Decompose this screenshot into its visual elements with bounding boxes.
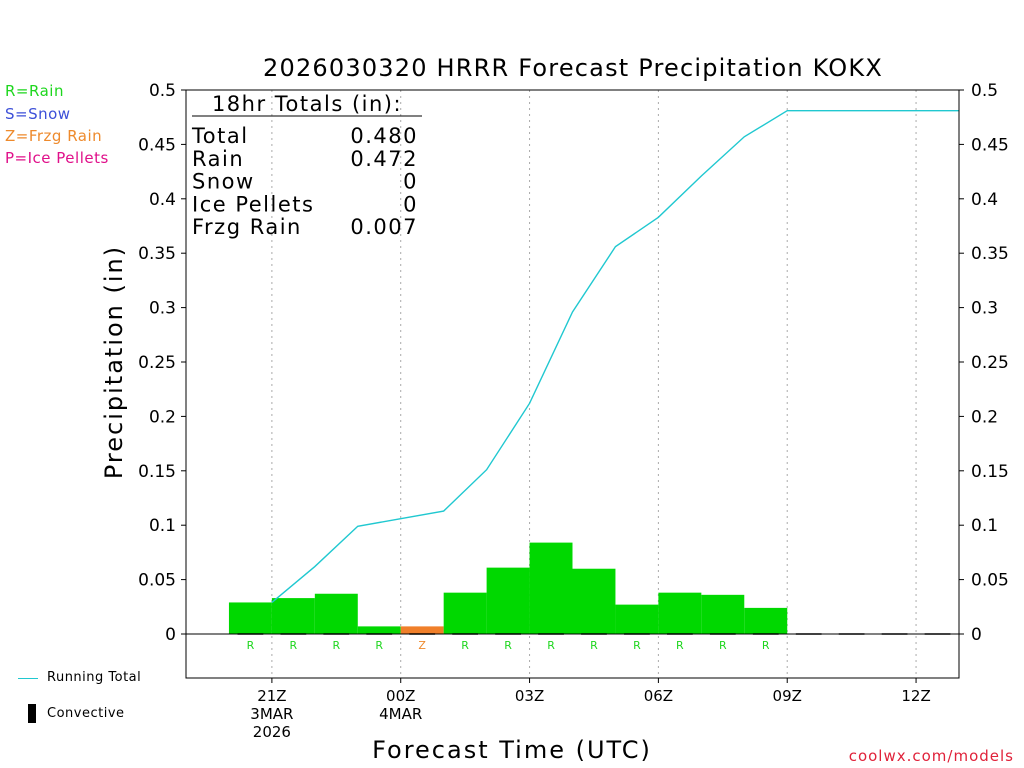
y-tick-label-right: 0.1 — [971, 516, 998, 536]
legend-key-rain: R=Rain — [5, 82, 64, 100]
x-axis-label: Forecast Time (UTC) — [372, 736, 652, 764]
precip-bar-7 — [486, 567, 530, 634]
y-tick-label-right: 0.45 — [971, 135, 1009, 155]
precip-type-letter: R — [375, 639, 383, 652]
convective-label: Convective — [47, 706, 125, 721]
precip-bar-2 — [271, 598, 315, 634]
precip-bar-13 — [744, 607, 788, 634]
y-tick-label-left: 0.2 — [149, 407, 176, 427]
y-tick-label-left: 0.35 — [138, 244, 176, 264]
y-tick-label-left: 0.15 — [138, 462, 176, 482]
x-tick-label: 00Z 4MAR — [379, 687, 422, 723]
precip-bar-4 — [357, 626, 401, 634]
y-tick-label-right: 0.3 — [971, 299, 998, 319]
y-tick-label-left: 0.5 — [149, 81, 176, 101]
precip-type-letter: R — [247, 639, 255, 652]
y-tick-label-left: 0.45 — [138, 135, 176, 155]
chart-title: 2026030320 HRRR Forecast Precipitation K… — [263, 54, 883, 82]
totals-row-value: 0 — [403, 170, 418, 194]
totals-row-label: Total — [191, 124, 249, 148]
y-tick-label-left: 0.25 — [138, 353, 176, 373]
precip-bar-8 — [529, 542, 573, 634]
precip-type-letter: R — [719, 639, 727, 652]
legend-key-frzg-rain: Z=Frzg Rain — [5, 127, 103, 145]
y-tick-label-left: 0.1 — [149, 516, 176, 536]
totals-row-label: Snow — [192, 170, 255, 194]
totals-row-value: 0.007 — [350, 215, 418, 239]
precip-bar-12 — [701, 594, 745, 634]
y-tick-label-right: 0.2 — [971, 407, 998, 427]
y-tick-label-right: 0.4 — [971, 190, 998, 210]
running-total-swatch — [18, 678, 38, 679]
precip-type-letter: R — [332, 639, 340, 652]
precip-type-letter: R — [676, 639, 684, 652]
precip-bar-3 — [314, 593, 358, 634]
running-total-line — [271, 109, 959, 603]
totals-row-label: Frzg Rain — [192, 215, 302, 239]
precip-type-letter: R — [290, 639, 298, 652]
y-axis-label: Precipitation (in) — [100, 245, 128, 479]
precip-type-letter: R — [547, 639, 555, 652]
credit-text[interactable]: coolwx.com/models — [848, 747, 1014, 765]
precip-bar-11 — [658, 592, 702, 634]
precip-bar-1 — [228, 602, 272, 634]
totals-row-label: Rain — [192, 147, 244, 171]
x-tick-label: 12Z — [901, 687, 930, 705]
legend-key-ice-pellets: P=Ice Pellets — [5, 149, 109, 167]
precip-type-letter: R — [590, 639, 598, 652]
y-tick-label-left: 0 — [165, 625, 176, 645]
y-tick-label-right: 0.05 — [971, 571, 1009, 591]
y-tick-label-right: 0.5 — [971, 81, 998, 101]
totals-row-label: Ice Pellets — [192, 192, 314, 216]
totals-row-value: 0.480 — [350, 124, 418, 148]
precip-type-letter: R — [461, 639, 469, 652]
totals-box: 18hr Totals (in): Total 0.480 Rain 0.472 Snow… — [191, 92, 422, 239]
precip-bar-6 — [443, 592, 487, 634]
legend-key-snow: S=Snow — [5, 105, 71, 123]
precip-type-letter: R — [504, 639, 512, 652]
totals-title: 18hr Totals (in): — [212, 92, 402, 116]
x-tick-label: 09Z — [773, 687, 802, 705]
precip-type-letter: Z — [418, 639, 426, 652]
running-total-label: Running Total — [47, 670, 142, 685]
y-tick-label-right: 0 — [971, 625, 982, 645]
y-tick-label-left: 0.05 — [138, 571, 176, 591]
y-tick-label-left: 0.3 — [149, 299, 176, 319]
totals-row-value: 0.472 — [350, 147, 418, 171]
x-tick-label: 06Z — [644, 687, 673, 705]
y-tick-label-right: 0.35 — [971, 244, 1009, 264]
x-tick-label: 21Z 3MAR 2026 — [250, 687, 293, 741]
plot-frame — [185, 89, 960, 679]
precip-bar-9 — [572, 568, 616, 634]
y-tick-label-right: 0.15 — [971, 462, 1009, 482]
x-tick-label: 03Z — [515, 687, 544, 705]
precip-type-letter: R — [633, 639, 641, 652]
precip-type-letter: R — [762, 639, 770, 652]
precip-bar-5 — [400, 626, 444, 634]
y-tick-label-right: 0.25 — [971, 353, 1009, 373]
precip-bar-10 — [615, 604, 659, 634]
totals-row-value: 0 — [403, 192, 418, 216]
convective-swatch — [28, 704, 36, 723]
y-tick-label-left: 0.4 — [149, 190, 176, 210]
